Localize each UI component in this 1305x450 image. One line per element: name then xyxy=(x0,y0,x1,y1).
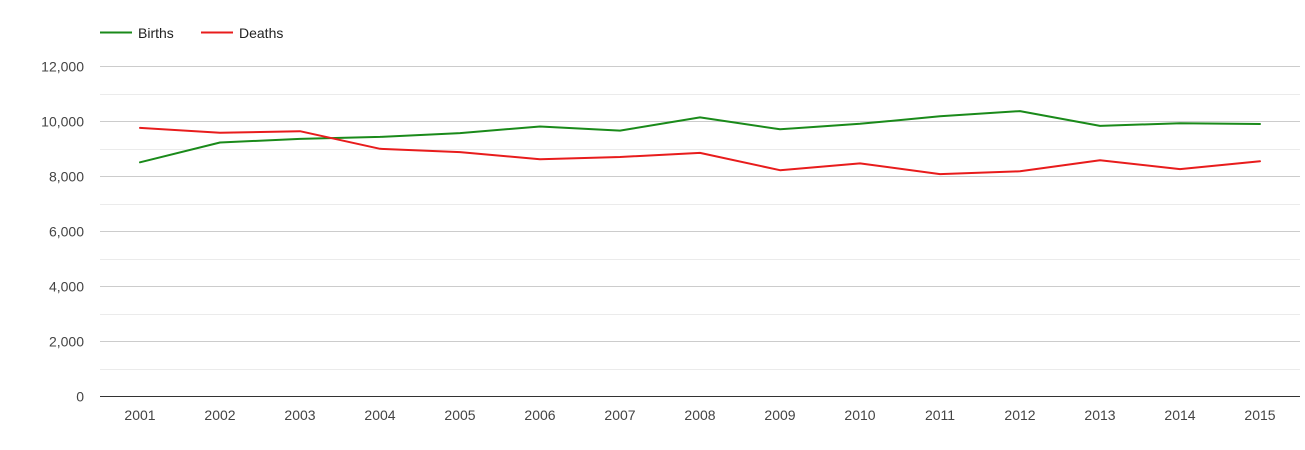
series-lines xyxy=(139,110,1261,176)
y-tick-label: 10,000 xyxy=(41,114,84,130)
x-tick-label: 2001 xyxy=(124,407,155,423)
y-tick-label: 6,000 xyxy=(49,224,84,240)
x-tick-label: 2014 xyxy=(1164,407,1195,423)
y-tick-label: 12,000 xyxy=(41,59,84,75)
y-axis: 0 2,000 4,000 6,000 8,000 10,000 12,000 xyxy=(41,59,84,405)
x-axis: 2001 2002 2003 2004 2005 2006 2007 2008 2009 2010… xyxy=(124,407,1275,423)
x-tick-label: 2005 xyxy=(444,407,475,423)
legend: Births Deaths xyxy=(100,25,283,41)
x-tick-label: 2013 xyxy=(1084,407,1115,423)
x-tick-label: 2003 xyxy=(284,407,315,423)
x-tick-label: 2002 xyxy=(204,407,235,423)
y-tick-label: 8,000 xyxy=(49,169,84,185)
x-tick-label: 2012 xyxy=(1004,407,1035,423)
legend-item-births: Births xyxy=(100,25,174,41)
legend-label: Births xyxy=(138,25,174,41)
x-tick-label: 2004 xyxy=(364,407,395,423)
x-tick-label: 2007 xyxy=(604,407,635,423)
grid-lines xyxy=(100,66,1300,397)
x-tick-label: 2009 xyxy=(764,407,795,423)
y-tick-label: 0 xyxy=(76,389,84,405)
x-tick-label: 2006 xyxy=(524,407,555,423)
series-line-births xyxy=(139,110,1261,164)
y-tick-label: 4,000 xyxy=(49,279,84,295)
x-tick-label: 2010 xyxy=(844,407,875,423)
x-tick-label: 2011 xyxy=(925,407,955,423)
legend-label: Deaths xyxy=(239,25,283,41)
series-line-deaths xyxy=(139,126,1261,176)
x-tick-label: 2015 xyxy=(1244,407,1275,423)
y-tick-label: 2,000 xyxy=(49,334,84,350)
legend-item-deaths: Deaths xyxy=(201,25,283,41)
x-tick-label: 2008 xyxy=(684,407,715,423)
